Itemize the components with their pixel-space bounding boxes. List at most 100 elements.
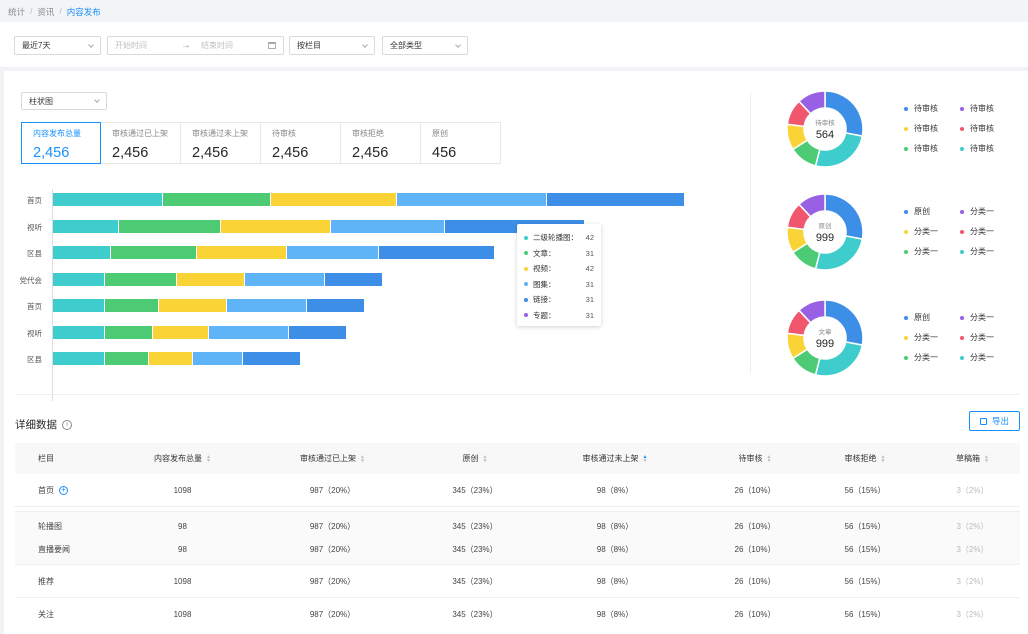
bar-segment[interactable] [53, 193, 162, 206]
period-select[interactable]: 最近7天 [14, 36, 101, 55]
bar-segment[interactable] [153, 325, 208, 339]
stat-card-rejected[interactable]: 审核拒绝 2,456 [341, 122, 421, 164]
breadcrumb-item[interactable]: 资讯 [37, 7, 55, 17]
donut-slice[interactable] [797, 299, 826, 324]
legend-item[interactable]: 待审核 [904, 144, 960, 153]
bar-segment[interactable] [163, 193, 270, 206]
bar-segment[interactable] [53, 352, 104, 365]
legend-item[interactable]: 待审核 [960, 144, 1016, 153]
bar-segment[interactable] [307, 299, 364, 312]
bar-segment[interactable] [53, 219, 118, 233]
col-header-approved-unlisted[interactable]: 审核通过未上架 ▲ ▼ [582, 453, 648, 464]
stat-card-approved-listed[interactable]: 审核通过已上架 2,456 [101, 122, 181, 164]
bar-segment[interactable] [105, 352, 148, 365]
bar-segment[interactable] [53, 246, 110, 259]
table-row[interactable]: 关注 1098 987（20%） 345（23%） 98（8%） 26（10%） 56（15… [15, 598, 1020, 631]
legend-item[interactable]: 分类一 [960, 247, 1016, 256]
bar-segment[interactable] [53, 299, 104, 312]
chart-tooltip: 二级轮播图： 42 文章： 31 视频： 42 图集： 31 链接： 31 专题： 31 [517, 224, 601, 326]
donut-center-label: 文章 999 [786, 299, 864, 377]
bar-segment[interactable] [209, 325, 288, 339]
legend-item[interactable]: 待审核 [904, 124, 960, 133]
bar-segment[interactable] [193, 352, 242, 365]
legend-item[interactable]: 待审核 [960, 124, 1016, 133]
bar-segment[interactable] [105, 325, 152, 339]
legend-item[interactable]: 原创 [904, 313, 960, 322]
start-date-input[interactable]: 开始时间 [115, 41, 147, 50]
bar-segment[interactable] [287, 246, 378, 259]
table-row[interactable]: 直播要闻 98 987（20%） 345（23%） 98（8%） 26（10%） 56（15… [15, 538, 1020, 561]
bar-segment[interactable] [105, 272, 176, 286]
expand-icon[interactable]: + [59, 485, 68, 495]
legend-item[interactable]: 分类一 [960, 227, 1016, 236]
table-cell: 98（8%） [596, 522, 634, 531]
legend-item[interactable]: 待审核 [904, 104, 960, 113]
chart-type-select[interactable]: 柱状图 [21, 92, 107, 110]
stat-card-approved-unlisted[interactable]: 审核通过未上架 2,456 [181, 122, 261, 164]
bar-segment[interactable] [119, 219, 220, 233]
legend-item[interactable]: 待审核 [960, 104, 1016, 113]
detail-title-text: 详细数据 [15, 419, 57, 431]
legend-item[interactable]: 分类一 [960, 333, 1016, 342]
bar-segment[interactable] [53, 325, 104, 339]
stat-label: 原创 [432, 129, 448, 138]
col-header-original[interactable]: 原创 ▲ ▼ [462, 453, 488, 464]
bar-segment[interactable] [243, 352, 300, 365]
legend-dot [960, 126, 964, 131]
bar-segment[interactable] [105, 299, 158, 312]
table-row[interactable]: 首页 + 1098 987（20%） 345（23%） 98（8%） 26（10%） 56（1… [15, 474, 1020, 507]
bar-segment[interactable] [325, 272, 382, 286]
table-cell: 345（23%） [452, 576, 498, 586]
col-header-approved-listed[interactable]: 审核通过已上架 ▲ ▼ [300, 453, 365, 464]
legend-item[interactable]: 分类一 [960, 353, 1016, 362]
stat-card-original[interactable]: 原创 456 [421, 122, 501, 164]
bar-segment[interactable] [159, 299, 226, 312]
info-icon[interactable]: i [62, 419, 72, 430]
legend-item[interactable]: 分类一 [960, 207, 1016, 216]
legend-item[interactable]: 分类一 [904, 227, 960, 236]
table-cell: 3（2%） [956, 576, 989, 586]
table-row[interactable]: 轮播图 98 987（20%） 345（23%） 98（8%） 26（10%） 56（15%… [15, 515, 1020, 538]
bar-segment[interactable] [227, 299, 306, 312]
bar-segment[interactable] [245, 272, 324, 286]
bar-segment[interactable] [289, 325, 346, 339]
column-select[interactable]: 按栏目 [289, 36, 375, 55]
bar-segment[interactable] [177, 272, 244, 286]
legend-item[interactable]: 分类一 [904, 353, 960, 362]
table-row[interactable]: 推荐 1098 987（20%） 345（23%） 98（8%） 26（10%） 56（15… [15, 565, 1020, 598]
bar-segment[interactable] [149, 352, 192, 365]
breadcrumb-item[interactable]: 统计 [8, 7, 26, 17]
legend-item[interactable]: 原创 [904, 207, 960, 216]
tooltip-value: 31 [585, 248, 594, 258]
bar-segment[interactable] [397, 193, 546, 206]
bar-segment[interactable] [221, 219, 330, 233]
end-date-input[interactable]: 结束时间 [201, 41, 233, 50]
legend-dot [904, 146, 908, 151]
legend-item[interactable]: 分类一 [904, 333, 960, 342]
bar-segment[interactable] [331, 219, 444, 233]
legend-label: 分类一 [970, 333, 994, 342]
col-header-total[interactable]: 内容发布总量 ▲ ▼ [154, 453, 211, 464]
date-range-picker[interactable]: 开始时间 → 结束时间 [107, 36, 284, 55]
legend-item[interactable]: 分类一 [904, 247, 960, 256]
legend-item[interactable]: 分类一 [960, 313, 1016, 322]
table-cell: 3（2%） [956, 610, 989, 619]
col-header-rejected[interactable]: 审核拒绝 ▲ ▼ [844, 453, 886, 464]
col-header-pending[interactable]: 待审核 ▲ ▼ [738, 453, 772, 464]
table-cell: 987（20%） [309, 485, 356, 495]
donut-slice[interactable] [797, 90, 826, 115]
stat-card-pending[interactable]: 待审核 2,456 [261, 122, 341, 164]
bar-segment[interactable] [197, 246, 286, 259]
bar-segment[interactable] [53, 272, 104, 286]
bar-segment[interactable] [547, 193, 684, 206]
export-label: 导出 [991, 416, 1009, 426]
bar-segment[interactable] [271, 193, 396, 206]
export-button[interactable]: 导出 [969, 411, 1020, 431]
donut-slice[interactable] [797, 193, 826, 218]
type-select[interactable]: 全部类型 [382, 36, 468, 55]
bar-segment[interactable] [379, 246, 494, 259]
col-header-drafts[interactable]: 草稿箱 ▲ ▼ [956, 453, 989, 464]
stat-card-total[interactable]: 内容发布总量 2,456 [21, 122, 101, 164]
category-label: 党代会 [19, 275, 43, 285]
bar-segment[interactable] [111, 246, 196, 259]
